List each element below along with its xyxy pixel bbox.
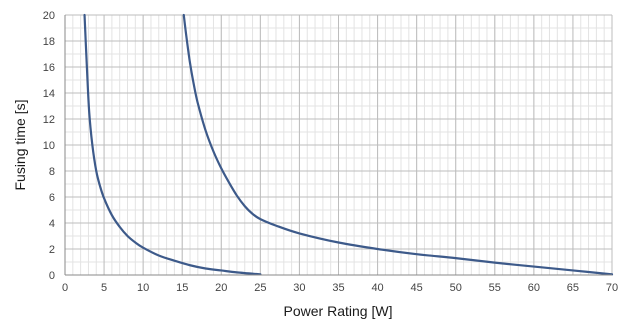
- x-tick-label: 65: [567, 282, 579, 294]
- x-tick-label: 70: [606, 282, 618, 294]
- y-tick-label: 10: [43, 140, 55, 152]
- y-tick-label: 12: [43, 114, 55, 126]
- y-tick-label: 16: [43, 62, 55, 74]
- x-tick-label: 0: [62, 282, 68, 294]
- major-grid: [64, 14, 613, 276]
- x-tick-label: 10: [137, 282, 149, 294]
- x-tick-labels: 0 5 10 15 20 25 30 35 40 45 50 55 60 65 70: [62, 282, 618, 294]
- y-tick-label: 4: [49, 218, 55, 230]
- y-axis-title: Fusing time [s]: [12, 99, 28, 190]
- series-line-1: [83, 13, 262, 276]
- x-tick-label: 40: [371, 282, 383, 294]
- x-tick-label: 20: [215, 282, 227, 294]
- y-tick-labels: 0 2 4 6 8 10 12 14 16 18 20: [43, 10, 55, 282]
- x-tick-label: 35: [332, 282, 344, 294]
- x-tick-label: 55: [489, 282, 501, 294]
- y-tick-label: 18: [43, 36, 55, 48]
- x-tick-label: 5: [101, 282, 107, 294]
- series-line-2: [182, 13, 614, 276]
- series-layer: [83, 13, 614, 276]
- y-tick-label: 14: [43, 88, 55, 100]
- y-tick-label: 0: [49, 270, 55, 282]
- axes: [64, 15, 612, 276]
- y-tick-label: 8: [49, 166, 55, 178]
- x-tick-label: 30: [293, 282, 305, 294]
- x-tick-label: 45: [411, 282, 423, 294]
- x-tick-label: 60: [528, 282, 540, 294]
- y-tick-label: 20: [43, 10, 55, 22]
- y-tick-label: 2: [49, 244, 55, 256]
- y-tick-label: 6: [49, 192, 55, 204]
- x-tick-label: 50: [450, 282, 462, 294]
- x-tick-label: 25: [254, 282, 266, 294]
- x-axis-title: Power Rating [W]: [284, 303, 393, 319]
- x-tick-label: 15: [176, 282, 188, 294]
